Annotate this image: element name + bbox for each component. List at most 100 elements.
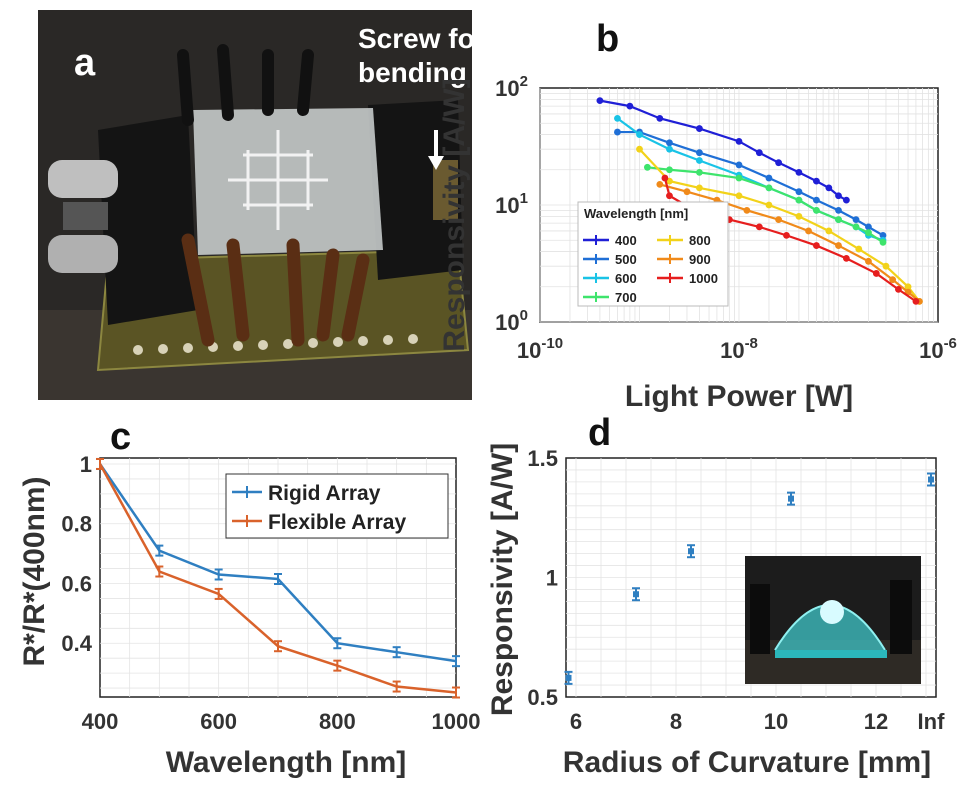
chart-b-point bbox=[696, 149, 703, 157]
chart-d-xtick-label: 8 bbox=[670, 709, 682, 734]
chart-b-point bbox=[661, 174, 669, 182]
chart-b-point bbox=[626, 102, 634, 110]
chart-b-xtick-label: 10-6 bbox=[919, 335, 957, 363]
chart-b-series-700 bbox=[643, 163, 887, 246]
chart-c-ytick-label: 0.8 bbox=[61, 512, 92, 537]
chart-b-point bbox=[795, 188, 803, 196]
chart-b-point bbox=[735, 161, 743, 169]
chart-b-legend-item: 900 bbox=[657, 252, 711, 267]
chart-b-point bbox=[813, 196, 820, 204]
chart-b-point bbox=[596, 97, 604, 105]
chart-b-point bbox=[696, 168, 703, 176]
chart-b-point bbox=[656, 114, 664, 122]
chart-b-point bbox=[775, 216, 782, 224]
chart-b-point bbox=[835, 242, 842, 249]
chart-b-series-800 bbox=[636, 145, 923, 305]
chart-b-point bbox=[666, 139, 673, 147]
chart-b-ytick-label: 102 bbox=[495, 73, 528, 101]
chart-b-point bbox=[795, 212, 803, 220]
chart-b-point bbox=[614, 114, 621, 122]
chart-d-point bbox=[787, 491, 795, 506]
chart-b-legend-label: 500 bbox=[615, 252, 637, 267]
chart-b-point bbox=[805, 227, 812, 235]
chart-b-legend-item: 400 bbox=[583, 233, 637, 248]
chart-c-legend-label: Flexible Array bbox=[268, 511, 406, 534]
chart-b-point bbox=[696, 157, 703, 164]
chart-d-marker bbox=[928, 476, 934, 483]
chart-b-point bbox=[643, 163, 651, 171]
chart-d-ytick-label: 1 bbox=[546, 566, 558, 591]
chart-c-xtick-label: 600 bbox=[200, 709, 237, 734]
chart-c-ytick-label: 0.4 bbox=[61, 631, 92, 656]
chart-b-point bbox=[813, 242, 820, 249]
chart-b-point bbox=[755, 149, 763, 157]
chart-b-legend-item: 800 bbox=[657, 233, 711, 248]
chart-d-point bbox=[927, 472, 935, 487]
chart-b-point bbox=[735, 192, 743, 200]
chart-b-point bbox=[696, 184, 703, 192]
chart-b-xtick-label: 10-8 bbox=[720, 335, 758, 363]
chart-b-point bbox=[735, 137, 743, 145]
chart-c-legend: Rigid Array Flexible Array bbox=[225, 473, 449, 539]
chart-b-point bbox=[825, 227, 833, 235]
device-photo bbox=[38, 10, 472, 400]
chart-b-point bbox=[872, 270, 880, 277]
chart-b-legend-label: 400 bbox=[615, 233, 637, 248]
chart-d-inset-photo bbox=[745, 556, 921, 684]
chart-b-xtick-label: 10-10 bbox=[517, 335, 563, 363]
chart-b-point bbox=[855, 245, 863, 253]
chart-b-point bbox=[825, 184, 833, 192]
chart-b-xlabel: Light Power [W] bbox=[625, 380, 853, 413]
chart-b-point bbox=[743, 206, 751, 214]
chart-b-point bbox=[852, 216, 860, 224]
chart-c-legend-label: Rigid Array bbox=[268, 482, 381, 505]
chart-c-series-flexible-array bbox=[96, 457, 460, 699]
chart-d-xtick-label: Inf bbox=[918, 709, 946, 734]
chart-b-legend-label: 900 bbox=[689, 252, 711, 267]
chart-b-point bbox=[696, 125, 703, 132]
chart-b-ylabel: Responsivity [A/W] bbox=[438, 78, 471, 351]
chart-d-points bbox=[564, 472, 935, 685]
chart-b-point bbox=[904, 283, 912, 291]
panel-letter-a: a bbox=[74, 42, 96, 84]
chart-b-point bbox=[865, 223, 872, 231]
chart-b-point bbox=[755, 223, 763, 231]
chart-b-point bbox=[765, 174, 773, 182]
chart-b-legend-label: 700 bbox=[615, 290, 637, 305]
chart-b-legend-item: 500 bbox=[583, 252, 637, 267]
inset-clamp-right bbox=[890, 580, 912, 654]
chart-b-legend-label: 800 bbox=[689, 233, 711, 248]
chart-b-point bbox=[783, 231, 790, 239]
chart-b-legend-item: 700 bbox=[583, 290, 637, 305]
chart-b-point bbox=[842, 254, 850, 262]
chart-b-point bbox=[666, 166, 673, 174]
chart-d-point bbox=[632, 587, 640, 602]
chart-c-xtick-label: 400 bbox=[82, 709, 119, 734]
chart-d-ytick-label: 0.5 bbox=[527, 685, 558, 710]
chart-d-marker bbox=[565, 674, 572, 681]
chart-b-point bbox=[636, 145, 643, 153]
inset-clamp-left bbox=[750, 584, 770, 654]
chart-d-ytick-label: 1.5 bbox=[527, 446, 558, 471]
chart-b-legend-label: 1000 bbox=[689, 271, 718, 286]
chart-b-point bbox=[882, 262, 890, 270]
chart-b-legend-item: 1000 bbox=[657, 271, 718, 286]
chart-b-legend-box bbox=[577, 201, 729, 307]
chart-c-legend-box bbox=[225, 473, 449, 539]
chart-b-legend-label: 600 bbox=[615, 271, 637, 286]
chart-b-point bbox=[765, 201, 773, 209]
chart-b-point bbox=[835, 206, 842, 214]
chart-c-ytick-label: 0.6 bbox=[61, 571, 92, 596]
photo-annotation: Screw for bending bbox=[358, 22, 486, 90]
chart-c-xtick-label: 800 bbox=[319, 709, 356, 734]
chart-b-point bbox=[912, 297, 920, 305]
chart-c-legend-item: Flexible Array bbox=[232, 511, 406, 534]
chart-d-marker bbox=[633, 591, 639, 598]
chart-b-point bbox=[852, 223, 860, 231]
chart-b-point bbox=[835, 192, 842, 200]
chart-b-point bbox=[895, 285, 902, 293]
chart-d-xlabel: Radius of Curvature [mm] bbox=[563, 746, 931, 779]
chart-b-point bbox=[666, 192, 673, 200]
chart-b-point bbox=[813, 206, 820, 214]
